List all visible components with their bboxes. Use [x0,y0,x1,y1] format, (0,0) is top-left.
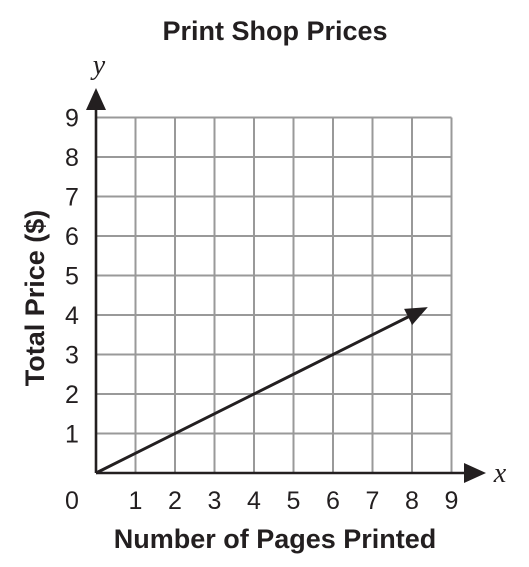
x-axis-label: Number of Pages Printed [114,524,437,554]
series-arrowhead [404,307,428,325]
x-tick-label: 9 [445,487,459,515]
y-axis-arrow [86,88,106,110]
grid [96,116,453,473]
x-tick-label: 6 [326,487,340,515]
x-axis-arrow [464,463,486,483]
x-tick-label: 8 [405,487,419,515]
x-tick-label: 1 [129,487,143,515]
data-series [95,307,428,475]
x-tick-label: 7 [366,487,380,515]
series-line [95,312,416,475]
x-axis-variable: x [493,458,507,489]
x-tick-label: 2 [168,487,182,515]
y-axis-label: Total Price ($) [20,210,50,387]
y-tick-label: 4 [65,302,79,330]
x-tick-label: 3 [208,487,222,515]
chart-title: Print Shop Prices [162,16,387,46]
y-tick-label: 2 [65,381,79,409]
y-tick-label: 6 [65,223,79,251]
x-tick-label: 5 [287,487,301,515]
origin-label: 0 [65,487,79,515]
y-tick-label: 3 [65,342,79,370]
y-tick-label: 8 [65,144,79,172]
y-axis-variable: y [90,50,106,81]
y-tick-label: 5 [65,263,79,291]
y-tick-label: 9 [65,105,79,133]
y-tick-label: 7 [65,184,79,212]
y-tick-labels: 1 2 3 4 5 6 7 8 9 [65,105,79,449]
x-tick-label: 4 [247,487,261,515]
y-tick-label: 1 [65,421,79,449]
